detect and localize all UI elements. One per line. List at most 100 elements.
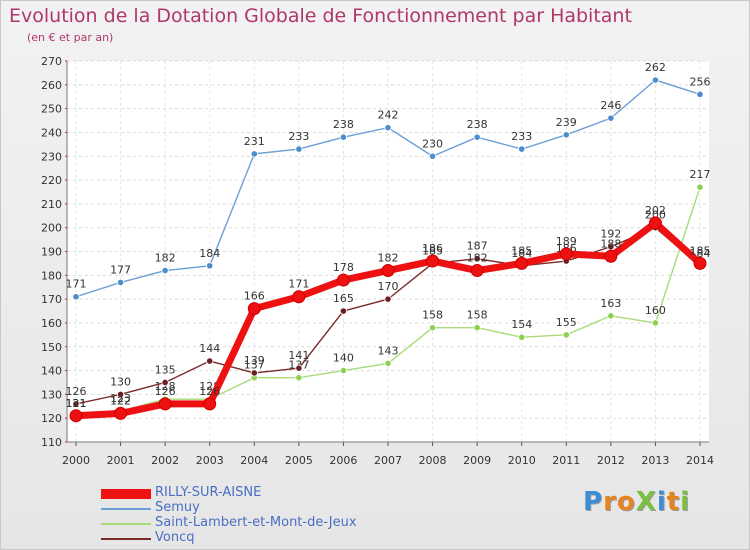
chart-title: Evolution de la Dotation Globale de Fonc… bbox=[9, 5, 632, 27]
data-point bbox=[428, 152, 437, 160]
data-label: 184 bbox=[199, 247, 220, 260]
data-point bbox=[518, 145, 526, 153]
data-point bbox=[518, 333, 526, 341]
data-label: 185 bbox=[511, 244, 532, 257]
data-point bbox=[116, 390, 125, 398]
data-point bbox=[470, 264, 484, 278]
legend-swatch-saint-lambert bbox=[101, 523, 151, 525]
data-label: 158 bbox=[422, 309, 443, 322]
logo-letter: i bbox=[656, 487, 667, 517]
x-tick-label: 2001 bbox=[107, 454, 135, 467]
data-point bbox=[473, 133, 481, 141]
x-tick-label: 2002 bbox=[151, 454, 179, 467]
data-label: 143 bbox=[378, 344, 399, 357]
x-tick-label: 2009 bbox=[463, 454, 491, 467]
data-point bbox=[696, 183, 704, 191]
data-point bbox=[250, 369, 258, 377]
data-point bbox=[607, 312, 615, 320]
data-point bbox=[562, 331, 570, 339]
data-point bbox=[559, 247, 573, 261]
data-label: 184 bbox=[511, 247, 532, 260]
data-label: 130 bbox=[110, 375, 131, 388]
data-label: 202 bbox=[645, 204, 666, 217]
data-point bbox=[651, 76, 660, 84]
data-label: 166 bbox=[244, 290, 265, 303]
data-point bbox=[339, 366, 348, 375]
y-tick-label: 190 bbox=[41, 246, 62, 259]
data-point bbox=[292, 290, 306, 304]
data-label: 182 bbox=[467, 252, 488, 265]
data-point bbox=[515, 256, 529, 270]
data-label: 126 bbox=[155, 385, 176, 398]
data-label: 154 bbox=[511, 318, 532, 331]
x-tick-label: 2000 bbox=[62, 454, 90, 467]
data-label: 140 bbox=[333, 352, 354, 365]
logo-letter: i bbox=[680, 487, 691, 517]
x-tick-label: 2003 bbox=[196, 454, 224, 467]
x-tick-label: 2013 bbox=[641, 454, 669, 467]
data-label: 122 bbox=[110, 394, 131, 407]
data-label: 165 bbox=[333, 292, 354, 305]
legend-label-semuy: Semuy bbox=[155, 500, 200, 515]
data-point bbox=[72, 293, 80, 301]
data-point bbox=[206, 357, 214, 365]
data-label: 135 bbox=[155, 363, 176, 376]
data-label: 238 bbox=[467, 118, 488, 131]
x-tick-label: 2014 bbox=[686, 454, 714, 467]
data-point bbox=[604, 249, 618, 263]
data-point bbox=[161, 378, 169, 387]
data-point bbox=[473, 324, 481, 332]
legend-swatch-voncq bbox=[101, 538, 151, 540]
proxiti-logo: ProXiti bbox=[583, 487, 690, 517]
data-point bbox=[206, 262, 214, 270]
data-label: 233 bbox=[511, 130, 532, 143]
logo-letter: X bbox=[635, 487, 657, 517]
data-point bbox=[295, 145, 303, 153]
data-point bbox=[116, 278, 125, 287]
data-label: 233 bbox=[288, 130, 309, 143]
data-label: 239 bbox=[556, 116, 577, 129]
data-point bbox=[69, 409, 83, 423]
data-label: 141 bbox=[288, 349, 309, 362]
data-point bbox=[651, 319, 660, 327]
data-label: 163 bbox=[600, 297, 621, 310]
x-tick-label: 2005 bbox=[285, 454, 313, 467]
data-label: 185 bbox=[422, 244, 443, 257]
y-tick-label: 160 bbox=[41, 317, 62, 330]
x-tick-label: 2010 bbox=[508, 454, 536, 467]
data-label: 121 bbox=[66, 397, 87, 410]
data-label: 178 bbox=[333, 261, 354, 274]
data-point bbox=[336, 273, 350, 287]
legend-label-saint-lambert: Saint-Lambert-et-Mont-de-Jeux bbox=[155, 515, 357, 530]
data-label: 158 bbox=[467, 309, 488, 322]
data-point bbox=[339, 133, 348, 141]
data-label: 170 bbox=[378, 280, 399, 293]
data-point bbox=[114, 406, 128, 420]
y-tick-label: 210 bbox=[41, 198, 62, 211]
data-label: 262 bbox=[645, 61, 666, 74]
data-label: 256 bbox=[690, 75, 711, 88]
data-point bbox=[693, 256, 707, 270]
data-point bbox=[384, 295, 392, 303]
data-label: 171 bbox=[66, 278, 87, 291]
data-point bbox=[428, 324, 437, 332]
data-point bbox=[203, 397, 217, 411]
y-tick-label: 260 bbox=[41, 79, 62, 92]
x-tick-label: 2007 bbox=[374, 454, 402, 467]
data-label: 231 bbox=[244, 135, 265, 148]
data-point bbox=[339, 307, 348, 315]
data-label: 126 bbox=[199, 385, 220, 398]
data-label: 126 bbox=[66, 385, 87, 398]
x-tick-label: 2011 bbox=[552, 454, 580, 467]
data-label: 188 bbox=[600, 237, 621, 250]
y-tick-label: 170 bbox=[41, 293, 62, 306]
y-tick-label: 250 bbox=[41, 103, 62, 116]
data-label: 139 bbox=[244, 354, 265, 367]
data-label: 186 bbox=[422, 242, 443, 255]
data-point bbox=[426, 254, 440, 268]
data-label: 182 bbox=[155, 252, 176, 265]
data-label: 144 bbox=[199, 342, 220, 355]
y-tick-label: 200 bbox=[41, 222, 62, 235]
y-tick-label: 220 bbox=[41, 174, 62, 187]
